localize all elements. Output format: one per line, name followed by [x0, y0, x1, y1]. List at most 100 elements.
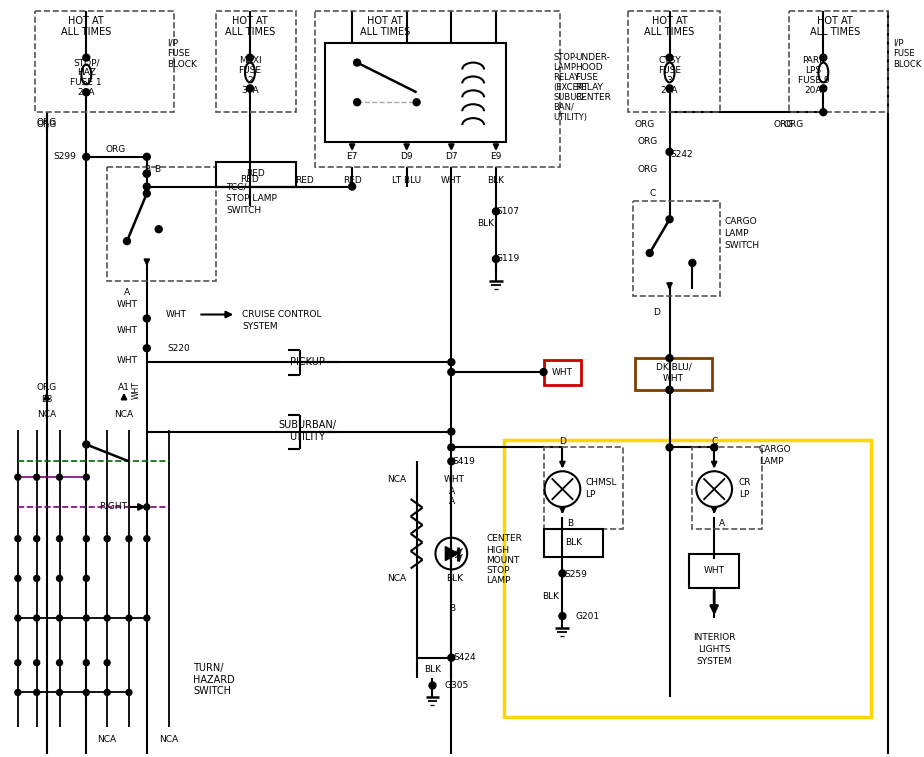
Text: NCA: NCA — [98, 734, 116, 743]
Circle shape — [126, 690, 132, 696]
Text: LAMP: LAMP — [724, 229, 748, 238]
Text: WHT: WHT — [116, 326, 138, 335]
Text: D9: D9 — [400, 152, 413, 161]
Text: A: A — [124, 288, 130, 298]
Text: D: D — [559, 437, 565, 446]
Circle shape — [448, 369, 455, 375]
Circle shape — [15, 474, 21, 480]
Text: STOP LAMP: STOP LAMP — [226, 194, 277, 203]
Text: SWITCH: SWITCH — [226, 206, 261, 215]
Text: BLOCK: BLOCK — [893, 60, 921, 69]
Text: UTILITY: UTILITY — [289, 431, 325, 441]
Text: RED: RED — [343, 176, 361, 185]
Text: RED: RED — [296, 176, 314, 185]
Text: RED: RED — [247, 169, 265, 178]
Circle shape — [144, 615, 150, 621]
Circle shape — [646, 250, 653, 257]
Text: FUSE 9: FUSE 9 — [797, 76, 829, 85]
Text: RELAY: RELAY — [576, 83, 603, 92]
Text: RELAY: RELAY — [553, 73, 579, 82]
Circle shape — [15, 659, 21, 665]
Text: LP: LP — [739, 490, 749, 499]
Text: FUSE: FUSE — [658, 66, 681, 75]
Circle shape — [126, 536, 132, 542]
Text: 3: 3 — [667, 76, 673, 85]
Circle shape — [247, 85, 253, 92]
Circle shape — [56, 474, 63, 480]
Circle shape — [124, 238, 130, 245]
Text: E8: E8 — [41, 395, 53, 404]
Text: WHT: WHT — [116, 300, 138, 309]
Text: NCA: NCA — [115, 410, 134, 419]
Text: A: A — [449, 497, 456, 506]
Text: HAZARD: HAZARD — [193, 674, 236, 684]
Circle shape — [143, 315, 151, 322]
Text: ALL TIMES: ALL TIMES — [810, 26, 860, 37]
Circle shape — [689, 260, 696, 266]
Text: HOT AT: HOT AT — [818, 16, 853, 26]
Text: NCA: NCA — [387, 574, 407, 583]
Text: ORG: ORG — [635, 120, 655, 129]
Text: BLK: BLK — [478, 219, 494, 228]
Text: 20A: 20A — [661, 86, 678, 95]
Circle shape — [56, 536, 63, 542]
Text: ORG: ORG — [638, 165, 658, 174]
Text: A1: A1 — [118, 384, 130, 392]
Circle shape — [559, 570, 565, 577]
Text: CARGO: CARGO — [724, 217, 757, 226]
Circle shape — [33, 575, 40, 581]
Circle shape — [711, 444, 718, 451]
Text: BLK: BLK — [488, 176, 505, 185]
Circle shape — [413, 98, 420, 106]
Text: BLK: BLK — [445, 574, 463, 583]
Circle shape — [143, 344, 151, 352]
Text: INTERIOR: INTERIOR — [693, 634, 736, 643]
Circle shape — [354, 59, 360, 66]
Text: S299: S299 — [53, 152, 76, 161]
Circle shape — [820, 85, 827, 92]
Circle shape — [666, 355, 673, 362]
Circle shape — [83, 55, 90, 61]
Text: LT BLU: LT BLU — [392, 176, 421, 185]
Text: NCA: NCA — [159, 734, 178, 743]
Circle shape — [126, 615, 132, 621]
Circle shape — [143, 154, 151, 160]
Circle shape — [15, 575, 21, 581]
Text: D: D — [653, 308, 660, 317]
Text: ORG: ORG — [106, 145, 127, 154]
Text: ORG: ORG — [36, 120, 56, 129]
Text: CARGO: CARGO — [759, 445, 792, 454]
Circle shape — [143, 170, 151, 177]
Text: E7: E7 — [346, 152, 358, 161]
Circle shape — [144, 536, 150, 542]
Text: WHT: WHT — [552, 368, 573, 376]
Circle shape — [83, 659, 90, 665]
Circle shape — [56, 690, 63, 696]
Text: A: A — [719, 519, 725, 528]
Circle shape — [492, 256, 500, 263]
Circle shape — [83, 690, 90, 696]
Text: FUSE 1: FUSE 1 — [70, 78, 103, 87]
Circle shape — [143, 170, 151, 177]
Text: G201: G201 — [576, 612, 600, 621]
Text: I/P: I/P — [166, 39, 177, 47]
Circle shape — [83, 536, 90, 542]
Circle shape — [104, 659, 110, 665]
Circle shape — [448, 654, 455, 661]
Text: LAMP: LAMP — [486, 576, 511, 585]
Circle shape — [83, 615, 90, 621]
Circle shape — [155, 226, 163, 232]
Text: ORG: ORG — [36, 384, 56, 392]
Circle shape — [666, 386, 673, 394]
Circle shape — [348, 183, 356, 190]
Text: MAXI: MAXI — [238, 56, 261, 65]
Text: TCC/: TCC/ — [226, 182, 247, 191]
Text: ORG: ORG — [773, 120, 794, 129]
Text: HAZ: HAZ — [77, 68, 96, 77]
Text: B: B — [449, 603, 456, 612]
Text: S419: S419 — [453, 456, 476, 466]
Text: B: B — [153, 165, 160, 174]
Text: S259: S259 — [564, 570, 587, 579]
Circle shape — [666, 386, 673, 394]
Text: HOT AT: HOT AT — [651, 16, 687, 26]
